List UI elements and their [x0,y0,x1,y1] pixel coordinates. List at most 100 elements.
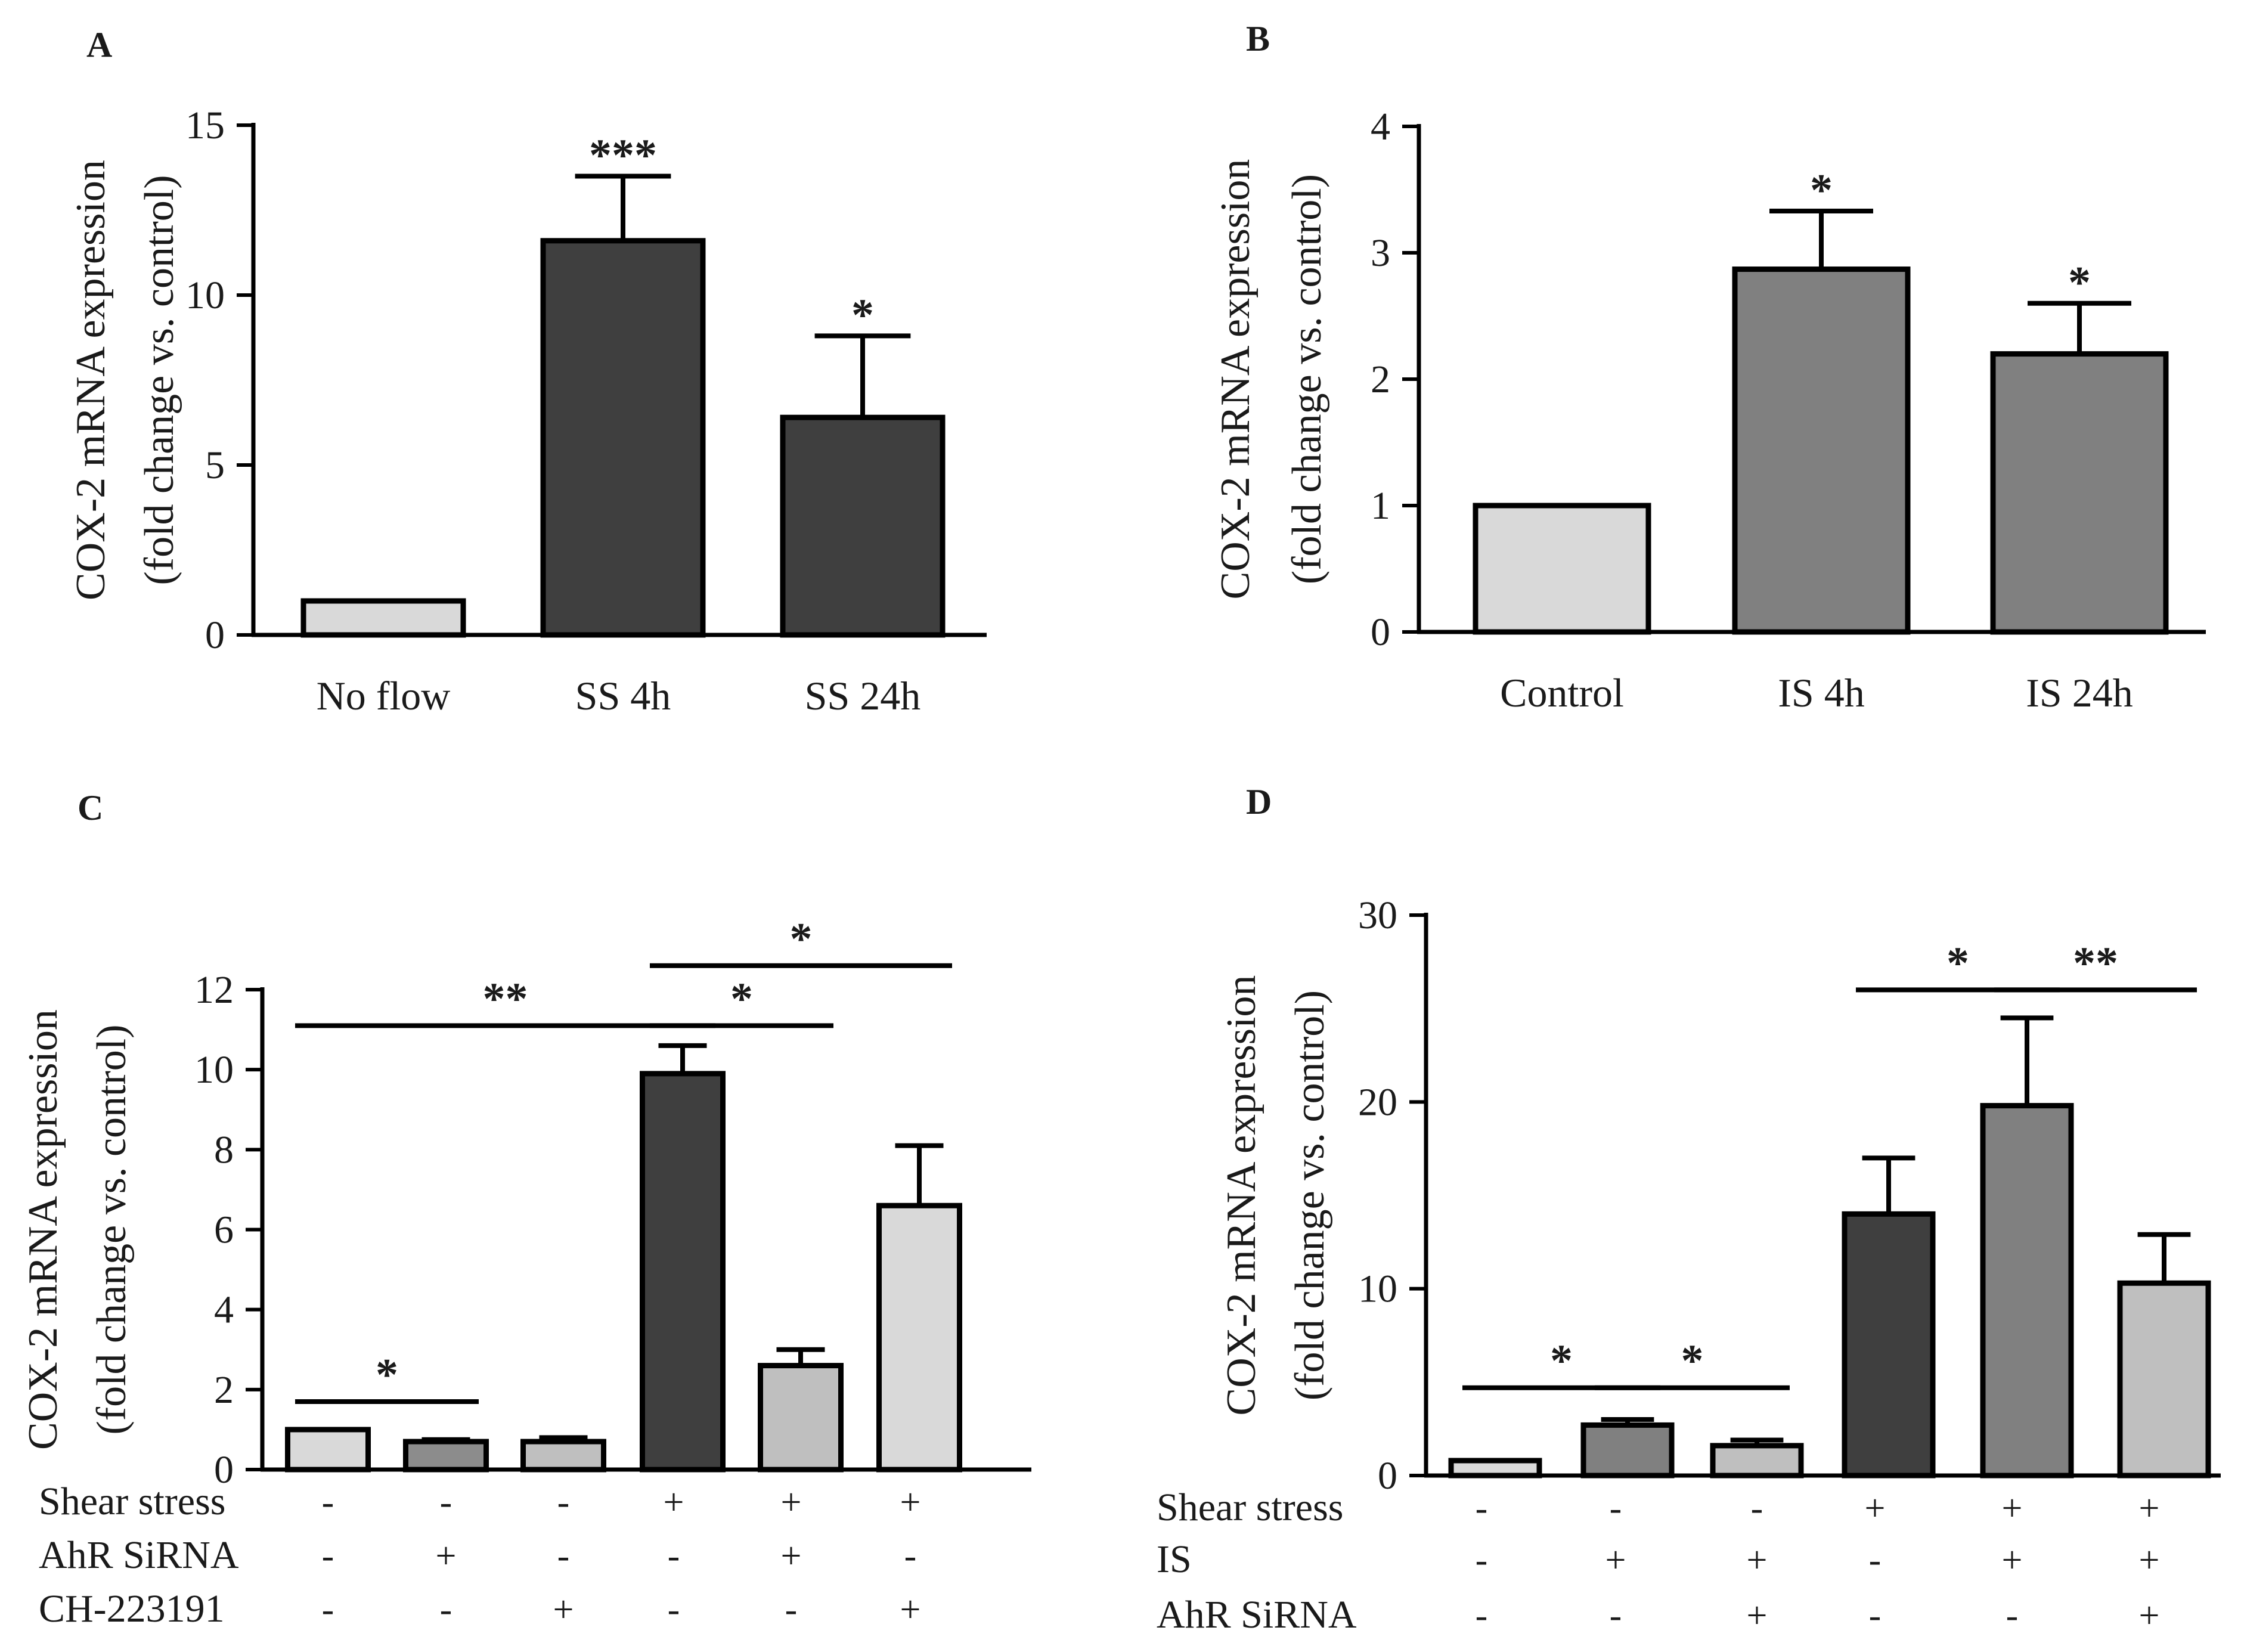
treatment-sign: - [668,1589,680,1630]
bar [403,1439,489,1473]
panel-letter: D [1246,782,1272,822]
treatment-sign: - [1610,1595,1622,1636]
bar [1448,1458,1542,1479]
treatment-sign: - [322,1482,334,1523]
y-tick-label: 0 [1378,1454,1397,1498]
treatment-sign: + [781,1536,802,1576]
treatment-sign: - [440,1482,452,1523]
treatment-sign: - [557,1482,570,1523]
x-tick-label: Control [1500,670,1624,715]
y-axis-title: COX-2 mRNA expression [20,1009,66,1450]
treatment-sign: - [557,1536,570,1576]
treatment-sign: + [1605,1540,1626,1580]
panel-letter: B [1246,19,1270,58]
significance-label: *** [589,131,657,181]
y-axis-subtitle: (fold change vs. control) [1284,174,1330,584]
treatment-sign: - [1751,1488,1763,1529]
y-tick-label: 10 [1358,1267,1397,1311]
treatment-sign: + [781,1482,802,1523]
y-tick-label: 4 [1371,105,1390,148]
treatment-row-label: Shear stress [39,1480,225,1523]
treatment-row-label: IS [1157,1538,1192,1581]
y-tick-label: 10 [185,274,225,317]
bar [285,1427,371,1473]
bar [758,1363,844,1473]
treatment-sign: - [1476,1540,1488,1580]
bar [1990,351,2169,635]
bar [300,598,466,638]
panel-D: D COX-2 mRNA expression (fold change vs. c… [1157,782,2221,1636]
treatment-sign: + [900,1589,921,1630]
x-tick-label: IS 24h [2026,670,2132,715]
treatment-sign: + [2139,1540,2160,1580]
panel-C: C COX-2 mRNA expression (fold change vs. c… [20,788,1031,1631]
treatment-sign: + [2002,1488,2023,1529]
significance-label: * [790,914,813,964]
treatment-sign: + [664,1482,684,1523]
bar [640,1071,726,1473]
treatment-sign: - [1610,1488,1622,1529]
bar [876,1202,962,1473]
bar [1842,1211,1936,1479]
y-tick-label: 20 [1358,1080,1397,1124]
treatment-sign: - [440,1589,452,1630]
y-tick-label: 5 [205,444,225,487]
treatment-sign: - [1476,1595,1488,1636]
treatment-sign: + [2139,1595,2160,1636]
y-tick-label: 6 [214,1208,234,1252]
y-tick-label: 8 [214,1128,234,1171]
y-tick-label: 0 [205,613,225,657]
treatment-sign: + [900,1482,921,1523]
y-tick-label: 12 [194,968,234,1012]
significance-label: * [730,974,753,1024]
y-axis-subtitle: (fold change vs. control) [89,1024,135,1434]
treatment-sign: - [322,1589,334,1630]
treatment-sign: - [904,1536,917,1576]
y-tick-label: 15 [185,104,225,147]
y-tick-label: 4 [214,1288,234,1332]
panel-B: B COX-2 mRNA expression (fold change vs. c… [1213,19,2206,715]
treatment-sign: - [2006,1595,2019,1636]
y-tick-label: 0 [214,1448,234,1492]
significance-label: * [1946,938,1969,988]
y-axis-subtitle: (fold change vs. control) [137,175,182,585]
treatment-row-label: Shear stress [1157,1486,1343,1529]
y-axis-title: COX-2 mRNA expression [68,160,114,600]
significance-label: ** [483,974,528,1024]
treatment-sign: - [1869,1595,1882,1636]
panel-letter: A [86,25,112,64]
significance-label: * [1550,1336,1573,1386]
y-axis-subtitle: (fold change vs. control) [1287,990,1333,1400]
x-tick-label: IS 4h [1778,670,1864,715]
treatment-row-label: AhR SiRNA [39,1533,239,1577]
y-tick-label: 10 [194,1048,234,1092]
treatment-sign: - [322,1536,334,1576]
bar [540,238,706,638]
treatment-sign: + [436,1536,457,1576]
significance-label: ** [2073,938,2118,988]
bar [780,414,946,638]
treatment-sign: + [2139,1488,2160,1529]
treatment-sign: + [553,1589,574,1630]
treatment-row-label: AhR SiRNA [1157,1593,1357,1636]
treatment-sign: + [1747,1595,1768,1636]
treatment-sign: + [1865,1488,1886,1529]
significance-label: * [1681,1336,1704,1386]
bar [1580,1422,1675,1479]
significance-label: * [1810,165,1833,215]
treatment-sign: - [1869,1540,1882,1580]
treatment-sign: + [1747,1540,1768,1580]
treatment-sign: + [2002,1540,2023,1580]
y-tick-label: 2 [214,1368,234,1412]
treatment-sign: - [785,1589,798,1630]
treatment-sign: - [668,1536,680,1576]
y-tick-label: 2 [1371,358,1390,401]
y-tick-label: 30 [1358,894,1397,937]
y-tick-label: 0 [1371,610,1390,654]
y-tick-label: 3 [1371,231,1390,275]
bar [1980,1103,2074,1479]
bar [1710,1443,1804,1479]
panel-letter: C [78,788,103,827]
bar [2117,1280,2211,1479]
